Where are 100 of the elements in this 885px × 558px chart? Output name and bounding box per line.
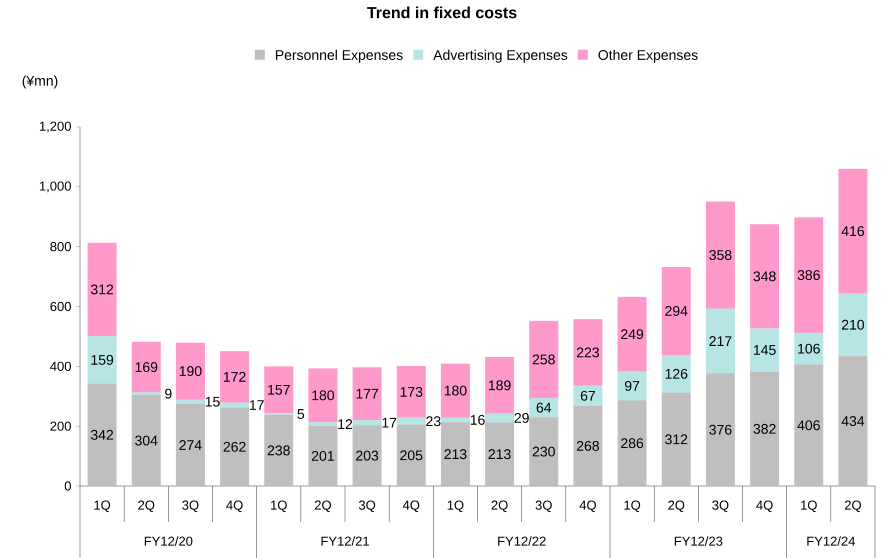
x-tick-label: 3Q [712,500,728,512]
bar [662,392,691,486]
data-label: 286 [621,438,644,448]
data-label: 274 [179,440,202,450]
bar [440,422,470,486]
x-tick-label: 4Q [402,500,420,512]
data-label: 312 [90,284,114,294]
data-label: 106 [798,344,820,354]
bar [838,356,868,486]
bar [264,414,294,486]
bar [308,426,338,486]
data-label: 16 [470,414,485,425]
legend-label: Advertising Expenses [433,50,568,63]
data-label: 205 [400,450,422,460]
data-label: 5 [298,409,304,419]
y-tick-label: 1,200 [40,122,71,132]
legend-label: Other Expenses [598,50,698,63]
data-label: 189 [488,380,511,390]
data-label: 376 [709,424,732,435]
x-tick-label: 2Q [138,500,154,512]
x-tick-label: 1Q [94,500,110,512]
data-label: 177 [356,388,378,399]
bar [264,366,294,414]
x-tick-label: 2Q [314,500,331,512]
data-label: 159 [91,354,114,365]
text: FY12/21 [321,536,369,546]
data-label: 382 [753,424,776,434]
bar [132,392,161,396]
data-label: 434 [842,416,864,426]
x-tick-label: 4Q [580,500,596,512]
data-label: 67 [580,390,595,401]
bar [88,242,117,336]
bar [485,422,514,486]
data-label: 145 [754,345,776,355]
x-tick-label: 2Q [492,500,508,512]
bar [485,357,514,414]
data-label: 15 [206,396,220,407]
data-label: 201 [312,450,334,461]
chart-title: Trend in fixed costs [367,6,516,18]
data-label: 230 [532,446,555,457]
bar [573,406,602,486]
legend-label: Personnel Expenses [276,50,403,63]
data-label: 342 [90,430,114,440]
bar [440,417,470,422]
bar [838,293,868,356]
data-label: 386 [798,270,820,280]
x-tick-label: 3Q [536,500,552,512]
data-label: 9 [165,388,172,399]
bar [838,168,868,294]
x-tick-label: 1Q [624,500,640,512]
bar [352,367,382,420]
y-tick-label: 800 [50,242,71,252]
bar [618,296,647,372]
y-tick-label: 600 [50,302,71,312]
bar [750,328,780,372]
data-label: 64 [536,402,552,413]
y-axis-title: (¥mn) [22,75,58,88]
x-tick-label: 2Q [668,500,684,512]
bar [396,424,426,486]
y-tick-label: 1,000 [40,181,71,192]
data-label: 262 [224,442,246,452]
x-tick-label: 4Q [756,500,773,512]
data-label: 223 [576,347,599,358]
data-label: 213 [488,449,511,460]
data-label: 180 [444,386,467,396]
x-tick-label: 4Q [226,500,243,512]
data-label: 406 [797,420,820,430]
bar [440,364,470,418]
bar [750,224,780,328]
data-label: 203 [356,450,378,461]
bar [220,408,250,486]
data-label: 97 [624,380,640,391]
bar [88,384,117,486]
y-tick-label: 400 [50,362,71,371]
data-label: 416 [842,226,864,236]
bar [794,332,824,365]
data-label: 304 [135,436,158,446]
data-label: 294 [665,306,688,316]
bar [794,364,824,486]
data-label: 17 [382,418,396,428]
data-label: 348 [753,271,776,282]
bar [573,319,602,386]
bar [352,420,382,426]
x-tick-label: 3Q [358,500,376,512]
data-label: 173 [400,386,422,397]
data-label: 258 [532,354,555,364]
bar [396,418,426,425]
data-label: 17 [250,400,264,410]
bar [529,320,558,398]
data-label: 23 [426,416,441,426]
x-tick-label: 3Q [182,500,198,512]
bar [220,402,250,408]
bar [662,354,691,393]
text: FY12/23 [674,536,722,546]
data-label: 29 [514,412,529,423]
bar [88,336,117,384]
data-label: 217 [709,336,732,346]
bar [662,267,691,355]
data-label: 213 [444,449,466,460]
data-label: 169 [136,362,158,372]
